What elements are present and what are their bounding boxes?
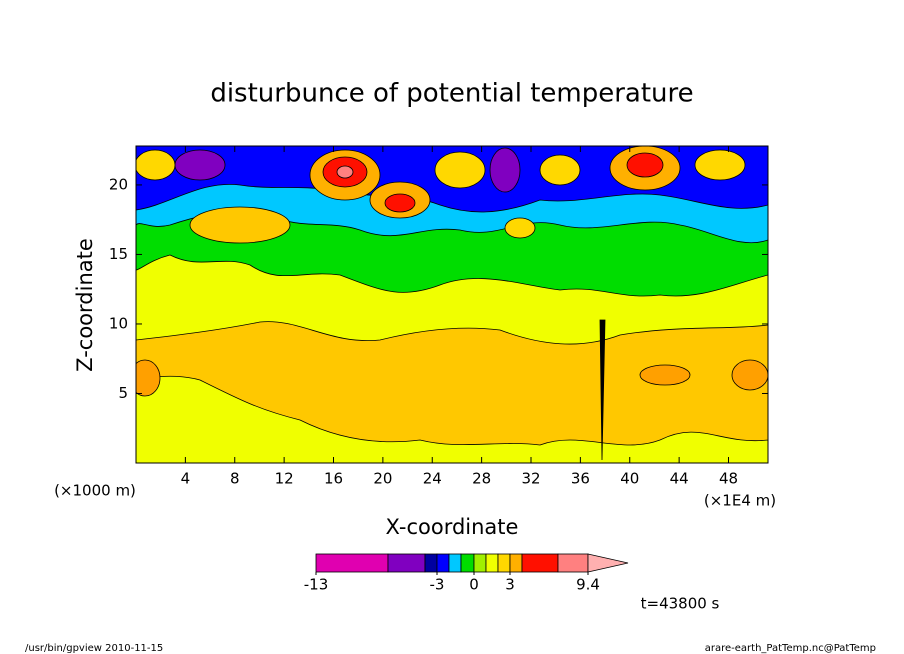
contour-region <box>174 149 226 181</box>
colorbar-tick-label: 3 <box>505 576 515 594</box>
contour-field <box>136 146 768 463</box>
x-tick-label: 40 <box>620 470 639 488</box>
x-tick-label: 44 <box>670 470 689 488</box>
contour-region <box>489 147 521 193</box>
contour-region <box>434 151 486 189</box>
colorbar-extension <box>587 553 629 573</box>
contour-region <box>639 364 691 386</box>
x-tick-label: 48 <box>719 470 738 488</box>
x-tick-label: 24 <box>423 470 442 488</box>
x-axis-label: X-coordinate <box>386 515 519 539</box>
contour-region <box>189 206 291 244</box>
contour-region <box>626 152 664 178</box>
x-tick-label: 28 <box>472 470 491 488</box>
contour-region <box>599 319 606 461</box>
x-unit: (×1000 m) <box>54 482 136 500</box>
colorbar-box <box>473 553 487 573</box>
x-tick-label: 8 <box>230 470 240 488</box>
colorbar-tick-label: 0 <box>469 576 479 594</box>
x-scale-note: (×1E4 m) <box>704 492 776 510</box>
x-tick-label: 36 <box>571 470 590 488</box>
colorbar-tick-label: -13 <box>304 576 329 594</box>
footer-left: /usr/bin/gpview 2010-11-15 <box>25 643 163 654</box>
colorbar-box <box>315 553 389 573</box>
x-tick-label: 16 <box>324 470 343 488</box>
chart-title: disturbunce of potential temperature <box>210 79 693 109</box>
x-tick-label: 4 <box>181 470 191 488</box>
contour-region <box>504 217 536 239</box>
colorbar-box <box>497 553 511 573</box>
colorbar-box <box>436 553 450 573</box>
colorbar-box <box>509 553 523 573</box>
x-tick-label: 20 <box>373 470 392 488</box>
y-tick-label: 20 <box>109 175 128 193</box>
contour-region <box>336 165 354 179</box>
y-tick-label: 15 <box>109 245 128 263</box>
colorbar-box <box>387 553 426 573</box>
contour-region <box>136 321 768 446</box>
footer-right: arare-earth_PatTemp.nc@PatTemp <box>705 643 876 654</box>
contour-region <box>136 359 161 397</box>
colorbar-box <box>485 553 499 573</box>
colorbar-box <box>424 553 438 573</box>
contour-region <box>731 359 768 391</box>
colorbar-box <box>521 553 559 573</box>
colorbar-tick-label: -3 <box>430 576 445 594</box>
x-tick-label: 12 <box>275 470 294 488</box>
time-label: t=43800 s <box>641 595 720 613</box>
contour-region <box>384 193 416 213</box>
y-axis-label: Z-coordinate <box>73 238 97 372</box>
contour-region <box>136 149 176 181</box>
contour-region <box>694 149 746 181</box>
colorbar-box <box>448 553 462 573</box>
colorbar-box <box>557 553 589 573</box>
plot-frame <box>135 145 769 464</box>
colorbar-tick-label: 9.4 <box>576 576 600 594</box>
y-tick-label: 5 <box>118 384 128 402</box>
x-tick-label: 32 <box>521 470 540 488</box>
contour-region <box>539 154 581 186</box>
y-tick-label: 10 <box>109 314 128 332</box>
colorbar-box <box>460 553 475 573</box>
